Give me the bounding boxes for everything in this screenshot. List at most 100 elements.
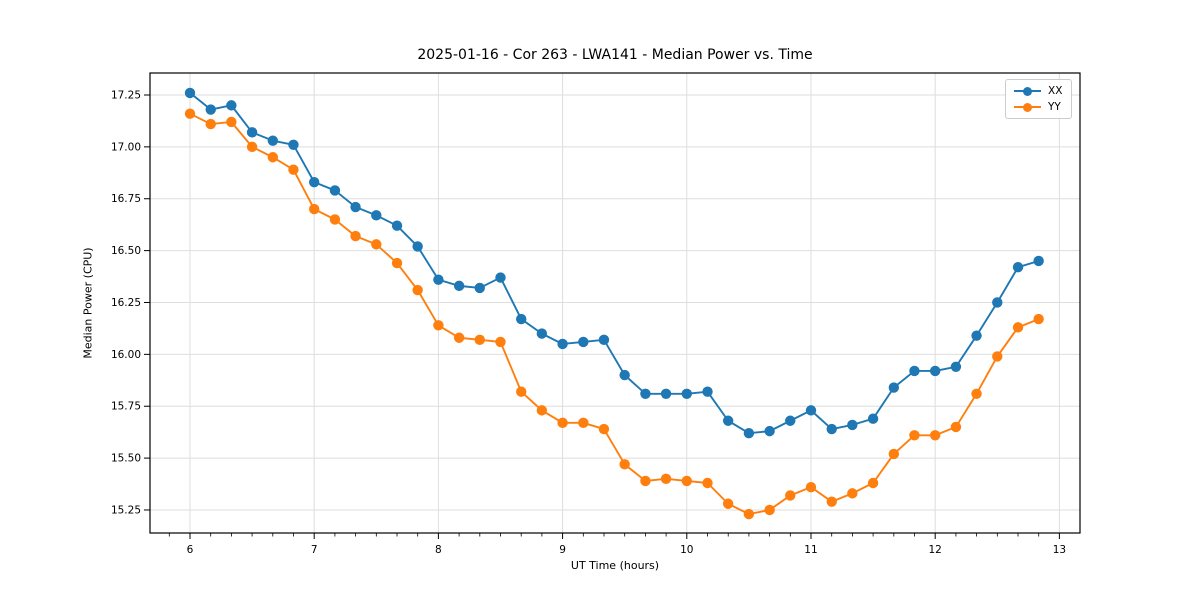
y-tick-label: 16.00 — [111, 349, 141, 361]
y-tick-label: 15.50 — [111, 453, 141, 465]
data-point-marker — [888, 448, 900, 460]
data-point-marker — [826, 423, 837, 435]
data-point-marker — [412, 284, 423, 296]
data-point-marker — [992, 297, 1003, 308]
plot-border — [149, 72, 1081, 534]
data-point-marker — [184, 108, 196, 119]
data-point-marker — [764, 425, 775, 437]
x-tick-label: 12 — [928, 544, 941, 556]
data-point-marker — [329, 185, 341, 196]
x-tick-label: 6 — [187, 544, 194, 556]
y-tick-label: 17.25 — [111, 89, 141, 101]
data-point-marker — [516, 313, 527, 325]
x-tick-label: 10 — [680, 544, 693, 556]
data-point-marker — [1012, 262, 1024, 273]
data-point-marker — [246, 141, 258, 153]
data-point-marker — [371, 210, 382, 221]
data-point-marker — [950, 421, 962, 433]
data-point-marker — [598, 423, 610, 435]
y-tick-label: 16.50 — [111, 245, 141, 257]
data-point-marker — [453, 280, 465, 292]
x-tick-label: 7 — [311, 544, 318, 556]
data-point-marker — [681, 388, 692, 399]
data-point-marker — [516, 386, 527, 397]
data-point-marker — [205, 104, 216, 115]
chart-title: 2025-01-16 - Cor 263 - LWA141 - Median P… — [417, 47, 813, 63]
data-point-marker — [205, 118, 216, 130]
data-point-marker — [743, 427, 755, 439]
data-point-marker — [184, 87, 196, 99]
data-point-marker — [495, 336, 506, 348]
data-point-marker — [350, 201, 361, 213]
data-point-marker — [578, 336, 589, 348]
data-point-marker — [660, 473, 672, 485]
data-point-marker — [391, 220, 403, 231]
data-point-marker — [412, 241, 423, 252]
data-point-marker — [681, 475, 692, 487]
legend-label-yy: YY — [1048, 101, 1061, 113]
data-point-marker — [785, 490, 796, 501]
legend-entry-yy: YY — [1014, 101, 1062, 113]
y-tick-label: 16.25 — [111, 297, 141, 309]
data-point-marker — [557, 338, 568, 350]
data-point-marker — [267, 135, 279, 146]
data-point-marker — [888, 382, 900, 393]
data-point-marker — [474, 334, 485, 346]
data-point-marker — [929, 365, 941, 377]
x-tick-label: 11 — [804, 544, 817, 556]
data-point-marker — [598, 334, 610, 346]
data-point-marker — [971, 330, 982, 341]
data-point-marker — [474, 282, 485, 294]
data-point-marker — [288, 164, 299, 175]
legend-line-marker-icon — [1014, 86, 1041, 96]
data-point-marker — [660, 388, 672, 399]
data-point-marker — [722, 498, 734, 509]
data-point-marker — [909, 365, 920, 377]
data-point-marker — [764, 504, 775, 516]
data-point-marker — [391, 257, 403, 269]
legend: XX YY — [1005, 79, 1073, 119]
data-point-marker — [909, 430, 920, 441]
data-point-marker — [267, 152, 279, 163]
y-axis-label: Median Power (CPU) — [81, 247, 95, 359]
x-tick-label: 8 — [435, 544, 442, 556]
data-point-marker — [722, 415, 734, 426]
data-point-marker — [847, 419, 858, 431]
legend-entry-xx: XX — [1014, 85, 1062, 97]
x-tick-label: 13 — [1053, 544, 1066, 556]
y-tick-label: 16.75 — [111, 193, 141, 205]
data-point-marker — [433, 274, 444, 285]
legend-line-marker-icon — [1014, 102, 1041, 112]
data-point-marker — [226, 100, 237, 111]
data-point-marker — [495, 272, 506, 283]
data-point-marker — [433, 320, 444, 331]
y-tick-label: 15.75 — [111, 401, 141, 413]
data-point-marker — [929, 430, 941, 441]
data-point-marker — [867, 477, 879, 489]
data-point-marker — [350, 230, 361, 242]
data-point-marker — [1012, 322, 1024, 333]
data-point-marker — [308, 203, 320, 215]
series-line-xx — [189, 92, 1039, 435]
data-point-marker — [640, 388, 651, 399]
data-point-marker — [847, 488, 858, 499]
data-point-marker — [246, 127, 258, 138]
data-point-marker — [971, 388, 982, 399]
data-point-marker — [329, 214, 341, 225]
data-point-marker — [371, 239, 382, 250]
series-line-yy — [189, 112, 1039, 516]
y-tick-label: 15.25 — [111, 504, 141, 516]
data-point-marker — [578, 417, 589, 429]
y-tick-label: 17.00 — [111, 141, 141, 153]
data-point-marker — [1033, 255, 1044, 267]
data-point-marker — [308, 176, 320, 188]
data-point-marker — [702, 386, 713, 397]
data-point-marker — [992, 351, 1003, 362]
data-point-marker — [702, 477, 713, 489]
data-point-marker — [557, 417, 568, 429]
x-axis-label: UT Time (hours) — [570, 559, 660, 572]
data-point-marker — [536, 328, 548, 339]
data-point-marker — [950, 361, 962, 373]
